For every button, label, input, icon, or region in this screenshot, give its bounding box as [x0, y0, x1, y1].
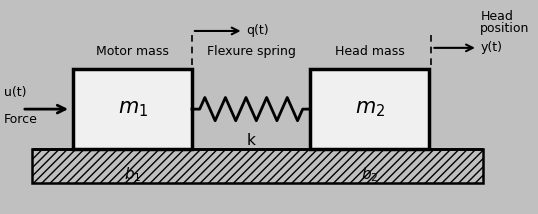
Text: Motor mass: Motor mass	[96, 45, 169, 58]
Text: u(t): u(t)	[4, 86, 26, 99]
Text: $b_1$: $b_1$	[124, 165, 141, 184]
Text: $m_2$: $m_2$	[355, 99, 385, 119]
Text: y(t): y(t)	[480, 41, 502, 54]
Text: position: position	[480, 22, 530, 35]
Bar	[74, 69, 192, 149]
Text: Flexure spring: Flexure spring	[207, 45, 295, 58]
Bar	[310, 69, 429, 149]
Text: $m_1$: $m_1$	[118, 99, 148, 119]
Bar	[32, 149, 483, 183]
Text: k: k	[247, 133, 256, 148]
Text: Force: Force	[4, 113, 38, 126]
Text: Head: Head	[480, 10, 513, 23]
Text: q(t): q(t)	[246, 24, 268, 37]
Text: Head mass: Head mass	[335, 45, 405, 58]
Text: $b_2$: $b_2$	[361, 165, 378, 184]
